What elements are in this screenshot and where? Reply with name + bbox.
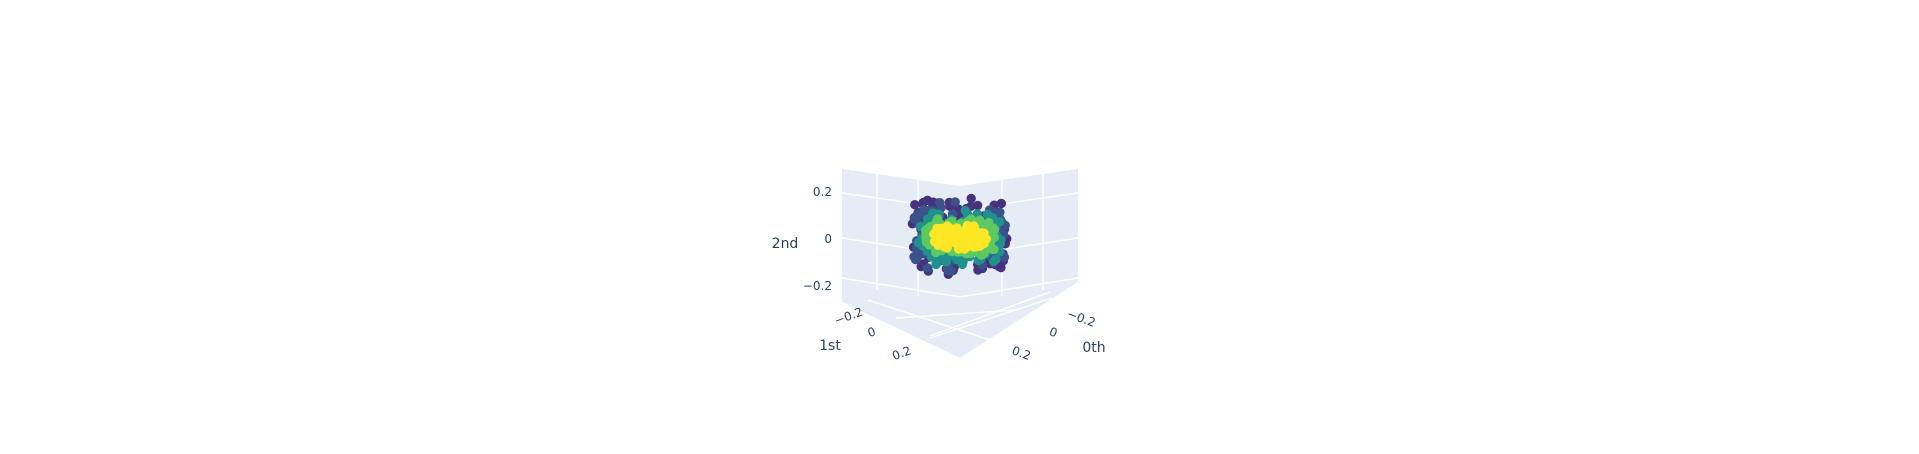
back-wall-right (960, 169, 1078, 302)
x-axis-title: 0th (1082, 340, 1105, 356)
scatter-point (995, 238, 1005, 249)
scatter-point (959, 227, 969, 237)
scatter-point (960, 205, 970, 216)
grid-line (929, 297, 1053, 339)
scatter-point (991, 254, 1001, 264)
scatter-point (912, 252, 922, 263)
scatter-points (907, 193, 1012, 279)
scatter-point (931, 259, 941, 270)
x-tick-label: 0 (1047, 324, 1059, 340)
y-tick-label: −0.2 (833, 305, 865, 328)
scatter-point (923, 263, 933, 273)
y-tick-label: 0.2 (890, 343, 913, 363)
scatter-point (996, 198, 1006, 209)
scatter-point (946, 231, 956, 241)
z-axis-title: 2nd (772, 236, 799, 252)
scatter-point (910, 200, 920, 210)
scatter-point (946, 266, 956, 276)
scatter-point (950, 197, 960, 207)
scatter-point (952, 223, 962, 233)
scatter-point (912, 210, 923, 220)
x-tick-label: −0.2 (1065, 307, 1097, 330)
z-tick-label: −0.2 (803, 279, 832, 293)
scatter-point (937, 233, 948, 244)
grid-line (929, 291, 1051, 337)
grid-line (867, 299, 991, 341)
z-tick-label: 0.2 (813, 185, 832, 199)
scatter-point (972, 239, 982, 249)
y-axis-title: 1st (819, 338, 841, 354)
scatter-point (995, 207, 1005, 218)
y-tick-label: 0 (866, 324, 878, 340)
scatter-point (966, 193, 976, 204)
x-tick-label: 0.2 (1010, 343, 1033, 363)
scatter-point (962, 237, 973, 247)
floor-pane (842, 282, 1078, 358)
scatter-point (953, 244, 964, 254)
grid-line (841, 277, 1079, 298)
z-tick-label: 0 (824, 232, 832, 246)
